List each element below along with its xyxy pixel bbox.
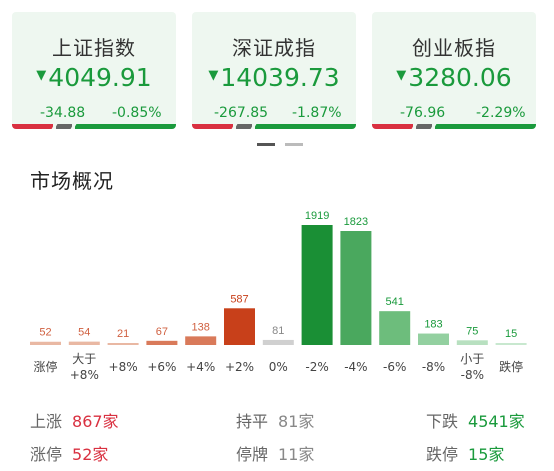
stat-value: 52家	[72, 445, 109, 464]
index-card-sh[interactable]: 上证指数 ▼4049.91 -34.88 -0.85%	[12, 12, 176, 129]
chart-bar	[495, 343, 527, 345]
stat-label: 上涨	[30, 412, 63, 431]
category-label: 大于	[72, 352, 96, 366]
change-pct: -2.29%	[476, 105, 526, 121]
index-card-sz[interactable]: 深证成指 ▼14039.73 -267.85 -1.87%	[192, 12, 356, 129]
index-price: ▼14039.73	[192, 63, 356, 92]
chart-bar	[107, 343, 139, 345]
chart-bar	[224, 308, 255, 345]
index-price: ▼4049.91	[12, 63, 176, 92]
category-label: -6%	[383, 360, 406, 374]
stat-limit-down: 跌停 15家	[426, 441, 504, 465]
bar-value-label: 21	[117, 328, 129, 340]
category-label: -8%	[422, 360, 445, 374]
stat-label: 跌停	[426, 445, 459, 464]
stat-label: 涨停	[30, 445, 63, 464]
bar-value-label: 15	[505, 328, 517, 340]
chart-bar	[301, 225, 333, 345]
category-label: 小于	[460, 352, 484, 366]
chart-bar	[68, 341, 100, 345]
stat-label: 持平	[236, 412, 269, 431]
chart-bar	[340, 231, 372, 345]
bar-value-label: 183	[424, 319, 442, 331]
down-arrow-icon: ▼	[208, 68, 219, 83]
index-cards: 上证指数 ▼4049.91 -34.88 -0.85% 深证成指 ▼14039.…	[0, 0, 554, 140]
change-pct: -0.85%	[112, 105, 162, 121]
bar-value-label: 75	[466, 325, 478, 337]
stat-value: 11家	[278, 445, 315, 464]
stat-label: 下跌	[426, 412, 459, 431]
bar-value-label: 67	[156, 326, 168, 338]
index-card-cyb[interactable]: 创业板指 ▼3280.06 -76.96 -2.29%	[372, 12, 536, 129]
bar-value-label: 541	[386, 296, 404, 308]
category-label: -4%	[344, 360, 367, 374]
category-label: +2%	[225, 360, 254, 374]
category-label: -2%	[305, 360, 328, 374]
price-value: 14039.73	[220, 63, 340, 92]
stat-halt: 停牌 11家	[236, 441, 314, 465]
change-value: -267.85	[214, 105, 269, 121]
index-strip	[372, 124, 536, 129]
price-value: 4049.91	[48, 63, 152, 92]
bar-value-label: 1919	[305, 210, 329, 222]
stat-down: 下跌 4541家	[426, 408, 525, 432]
down-arrow-icon: ▼	[396, 68, 407, 83]
index-name: 创业板指	[412, 36, 496, 60]
stat-value: 15家	[468, 445, 505, 464]
change-value: -34.88	[40, 105, 86, 121]
chart-bar	[30, 341, 61, 345]
stat-limit-up: 涨停 52家	[30, 441, 108, 465]
page-dot-active	[257, 143, 275, 146]
bar-value-label: 138	[192, 321, 210, 333]
stat-value: 4541家	[468, 412, 525, 431]
stat-flat: 持平 81家	[236, 408, 314, 432]
category-label: +4%	[186, 360, 215, 374]
chart-bar	[418, 333, 449, 345]
distribution-chart: 52 涨停 54 大于 +8% 21 +8% 67 +6% 138 +4% 587 +2% 81 0% 191…	[30, 210, 527, 382]
down-arrow-icon: ▼	[36, 68, 47, 83]
category-label: 涨停	[33, 359, 57, 374]
stat-up: 上涨 867家	[30, 408, 119, 432]
stat-value: 867家	[72, 412, 119, 431]
section-title: 市场概况	[30, 169, 114, 193]
category-label: 0%	[269, 360, 288, 374]
category-label: -8%	[461, 368, 484, 382]
index-name: 深证成指	[232, 36, 316, 60]
bar-value-label: 587	[230, 293, 248, 305]
chart-bar	[379, 311, 411, 345]
index-strip	[192, 124, 356, 129]
bar-value-label: 54	[78, 327, 90, 339]
page-dot	[285, 143, 303, 146]
bar-value-label: 1823	[344, 216, 368, 228]
chart-bar	[146, 340, 178, 345]
index-name: 上证指数	[52, 36, 136, 60]
chart-bar	[185, 336, 217, 345]
index-strip	[12, 124, 176, 129]
index-price: ▼3280.06	[372, 63, 536, 92]
chart-bar	[456, 340, 488, 345]
category-label: +6%	[147, 360, 176, 374]
price-value: 3280.06	[408, 63, 512, 92]
category-label: +8%	[109, 360, 138, 374]
bar-value-label: 81	[272, 325, 284, 337]
stat-value: 81家	[278, 412, 315, 431]
category-label: +8%	[70, 368, 99, 382]
change-pct: -1.87%	[292, 105, 342, 121]
bar-value-label: 52	[39, 327, 51, 339]
category-label: 跌停	[499, 359, 523, 374]
chart-bar	[262, 339, 294, 345]
change-value: -76.96	[400, 105, 446, 121]
stat-label: 停牌	[236, 445, 269, 464]
